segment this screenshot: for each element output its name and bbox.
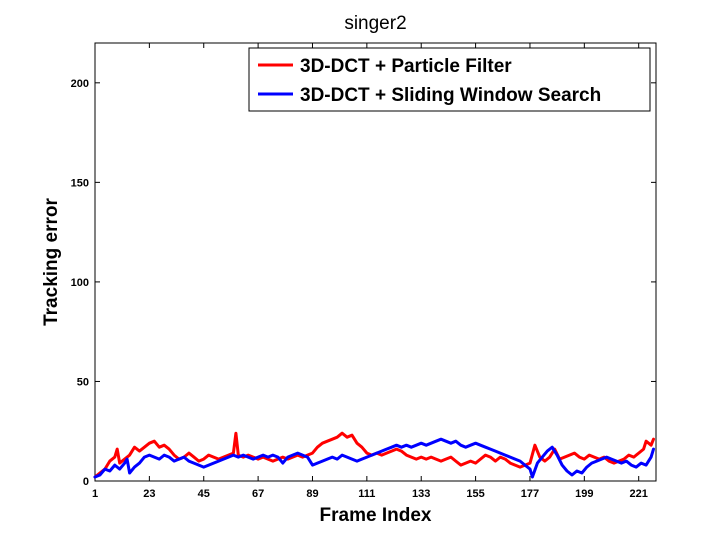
x-tick-label: 23: [143, 488, 155, 500]
x-tick-label: 89: [306, 488, 318, 500]
x-tick-label: 67: [252, 488, 264, 500]
x-axis-label: Frame Index: [320, 505, 432, 526]
x-tick-label: 133: [412, 488, 430, 500]
legend-box: [248, 47, 651, 112]
legend-label-particle-filter: 3D-DCT + Particle Filter: [300, 56, 512, 77]
y-tick-label: 100: [71, 277, 89, 289]
x-tick-label: 111: [358, 488, 375, 500]
x-tick-label: 45: [198, 488, 210, 500]
chart-title: singer2: [344, 13, 406, 34]
y-tick-label: 200: [71, 78, 89, 90]
x-tick-label: 199: [575, 488, 593, 500]
plot-area: [94, 42, 657, 482]
x-tick-label: 177: [521, 488, 539, 500]
axis-ticks: 1 23 45 67 89 111 133 155 177 199 221 0 50 100 150 200: [71, 43, 656, 500]
series-layer: [93, 431, 655, 479]
y-tick-label: 50: [77, 376, 89, 388]
y-axis-label: Tracking error: [41, 198, 62, 326]
legend: 3D-DCT + Particle Filter 3D-DCT + Slidin…: [248, 47, 651, 112]
x-tick-label: 221: [630, 488, 648, 500]
legend-label-sliding-window: 3D-DCT + Sliding Window Search: [300, 85, 601, 106]
y-tick-label: 0: [83, 476, 89, 488]
x-tick-label: 1: [92, 488, 98, 500]
y-tick-label: 150: [71, 177, 89, 189]
series-line-sliding-window: [93, 437, 655, 479]
x-tick-label: 155: [466, 488, 484, 500]
